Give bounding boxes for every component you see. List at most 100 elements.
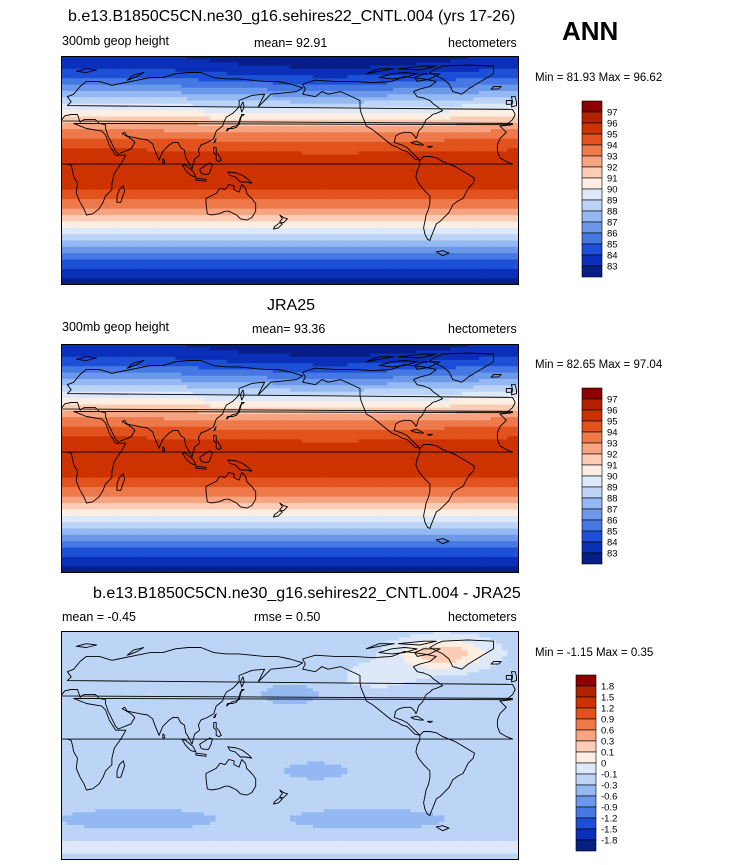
field-cell: [146, 253, 154, 257]
field-cell: [421, 87, 428, 92]
field-cell: [175, 122, 182, 127]
field-cell: [186, 230, 194, 235]
field-cell: [198, 125, 205, 130]
field-cell: [433, 195, 440, 200]
field-cell: [272, 199, 280, 203]
field-cell: [175, 237, 182, 242]
field-cell: [169, 138, 177, 143]
field-cell: [169, 145, 177, 149]
field-cell: [501, 183, 509, 187]
field-cell: [312, 148, 320, 153]
field-cell: [181, 125, 188, 130]
field-cell: [135, 180, 142, 184]
field-cell: [215, 240, 222, 245]
field-cell: [415, 132, 423, 137]
field-cell: [83, 180, 91, 184]
field-cell: [347, 87, 354, 92]
field-cell: [221, 78, 228, 83]
field-cell: [375, 221, 383, 226]
field-cell: [221, 180, 228, 184]
field-cell: [78, 221, 85, 226]
field-cell: [267, 189, 274, 194]
field-cell: [496, 246, 503, 251]
field-cell: [496, 110, 503, 114]
field-cell: [456, 189, 463, 194]
field-cell: [507, 240, 514, 245]
field-cell: [427, 100, 434, 105]
field-cell: [358, 56, 366, 60]
field-cell: [496, 173, 503, 178]
field-cell: [290, 246, 297, 251]
field-cell: [347, 113, 354, 118]
field-cell: [232, 230, 240, 235]
field-cell: [507, 237, 514, 242]
field-cell: [95, 125, 102, 130]
field-cell: [352, 199, 360, 203]
field-cell: [106, 90, 114, 95]
field-cell: [244, 189, 251, 194]
field-cell: [456, 243, 463, 248]
field-cell: [284, 100, 291, 105]
field-cell: [215, 87, 222, 92]
field-cell: [312, 141, 320, 146]
field-cell: [175, 170, 182, 175]
field-cell: [129, 221, 137, 226]
field-cell: [335, 100, 343, 105]
field-cell: [370, 250, 377, 254]
field-cell: [78, 246, 85, 251]
field-cell: [95, 215, 102, 219]
field-cell: [95, 68, 102, 73]
field-cell: [255, 246, 262, 251]
field-cell: [415, 205, 423, 210]
field-cell: [209, 215, 217, 219]
field-cell: [83, 100, 91, 105]
field-cell: [215, 224, 222, 229]
field-cell: [318, 246, 325, 251]
field-cell: [461, 183, 469, 187]
field-cell: [461, 75, 469, 79]
field-cell: [192, 141, 199, 146]
field-cell: [352, 234, 360, 238]
field-cell: [496, 186, 503, 191]
field-cell: [513, 208, 519, 213]
field-cell: [169, 132, 177, 137]
field-cell: [307, 148, 314, 153]
field-cell: [438, 167, 446, 172]
field-cell: [290, 65, 297, 70]
field-cell: [501, 125, 509, 130]
field-cell: [106, 167, 114, 172]
field-cell: [186, 186, 194, 191]
field-cell: [387, 129, 394, 133]
field-cell: [318, 56, 325, 60]
field-cell: [364, 221, 371, 226]
field-cell: [215, 246, 222, 251]
field-cell: [192, 195, 199, 200]
field-cell: [330, 135, 337, 140]
field-cell: [169, 192, 177, 197]
field-cell: [267, 81, 274, 86]
field-cell: [410, 87, 417, 92]
field-cell: [513, 84, 519, 89]
field-cell: [158, 243, 165, 248]
field-cell: [232, 208, 240, 213]
field-cell: [244, 199, 251, 203]
field-cell: [513, 119, 519, 124]
field-cell: [410, 78, 417, 83]
field-cell: [433, 141, 440, 146]
field-cell: [83, 160, 91, 165]
field-cell: [255, 157, 262, 162]
field-cell: [227, 116, 234, 121]
field-cell: [209, 160, 217, 165]
field-cell: [490, 75, 497, 79]
field-cell: [164, 71, 171, 76]
field-cell: [301, 65, 308, 70]
field-cell: [473, 145, 480, 149]
field-cell: [158, 230, 165, 235]
field-cell: [72, 199, 79, 203]
field-cell: [135, 90, 142, 95]
field-cell: [450, 110, 457, 114]
field-cell: [232, 160, 240, 165]
field-cell: [450, 211, 457, 216]
field-cell: [267, 97, 274, 102]
field-cell: [186, 145, 194, 149]
